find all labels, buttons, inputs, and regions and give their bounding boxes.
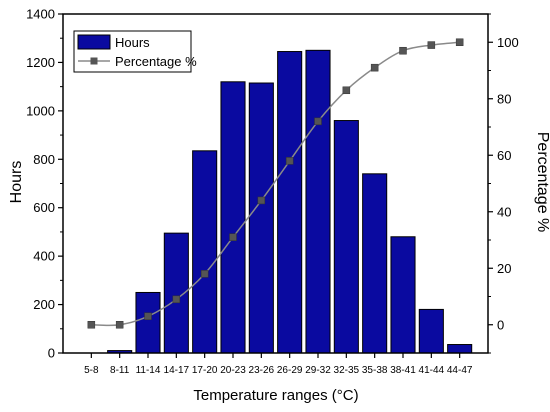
x-tick-label: 8-11 bbox=[110, 365, 130, 376]
left-y-tick-label: 1000 bbox=[26, 103, 55, 118]
percentage-marker bbox=[172, 295, 181, 304]
legend: Hours Percentage % bbox=[73, 30, 197, 73]
right-y-tick-label: 20 bbox=[497, 261, 511, 276]
legend-hours-swatch bbox=[77, 34, 111, 50]
x-tick-label: 44-47 bbox=[447, 365, 473, 376]
x-tick-label: 29-32 bbox=[305, 365, 331, 376]
hours-bar bbox=[333, 120, 359, 354]
hours-bar bbox=[390, 236, 416, 354]
hours-bar bbox=[447, 344, 473, 354]
hours-bar bbox=[248, 82, 274, 354]
hours-bar bbox=[418, 308, 444, 354]
right-y-axis-title: Percentage % bbox=[534, 132, 550, 233]
percentage-marker bbox=[115, 321, 124, 329]
percentage-marker bbox=[144, 312, 152, 321]
left-y-tick-label: 800 bbox=[33, 152, 55, 167]
percentage-marker bbox=[342, 86, 351, 95]
left-y-tick-label: 600 bbox=[33, 200, 55, 215]
percentage-marker bbox=[200, 270, 209, 278]
x-tick-label: 11-14 bbox=[136, 365, 161, 376]
percentage-marker bbox=[257, 196, 266, 205]
percentage-line-layer bbox=[87, 38, 464, 329]
right-y-tick-label: 40 bbox=[497, 204, 511, 219]
left-y-tick-label: 400 bbox=[33, 249, 55, 264]
hours-bar bbox=[135, 291, 161, 354]
hours-bar bbox=[362, 173, 388, 354]
x-tick-label: 26-29 bbox=[277, 365, 303, 376]
x-tick-label: 23-26 bbox=[249, 365, 275, 376]
percentage-marker bbox=[427, 41, 436, 49]
hours-bar bbox=[192, 150, 218, 354]
x-tick-label: 17-20 bbox=[192, 365, 218, 376]
legend-percentage-marker bbox=[90, 57, 98, 65]
legend-hours-label: Hours bbox=[115, 35, 150, 50]
left-y-tick-label: 200 bbox=[33, 297, 55, 312]
right-y-tick-label: 100 bbox=[497, 35, 519, 50]
x-tick-label: 14-17 bbox=[164, 365, 190, 376]
percentage-marker bbox=[87, 321, 96, 329]
left-y-tick-label: 0 bbox=[48, 346, 55, 361]
left-y-tick-label: 1400 bbox=[26, 7, 55, 22]
x-tick-label: 5-8 bbox=[84, 365, 99, 376]
right-y-tick-label: 60 bbox=[497, 148, 511, 163]
hours-bar bbox=[305, 49, 331, 354]
x-tick-label: 35-38 bbox=[362, 365, 388, 376]
hours-bar bbox=[277, 51, 303, 354]
percentage-marker bbox=[229, 233, 237, 241]
axes-layer: 0 200 400 600 800 1000 1200 1400 0 20 40 60 80 100 5-8… bbox=[26, 7, 519, 377]
percentage-marker bbox=[399, 46, 407, 55]
bars-layer bbox=[107, 49, 473, 354]
x-axis-title: Temperature ranges (°C) bbox=[193, 387, 358, 404]
x-tick-label: 32-35 bbox=[334, 365, 360, 376]
percentage-marker bbox=[370, 63, 379, 72]
x-tick-label: 38-41 bbox=[390, 365, 416, 376]
x-tick-label: 41-44 bbox=[419, 365, 445, 376]
percentage-marker bbox=[314, 117, 322, 126]
right-y-tick-label: 0 bbox=[497, 317, 504, 332]
right-y-tick-label: 80 bbox=[497, 91, 511, 106]
percentage-marker bbox=[285, 157, 294, 165]
legend-percentage-label: Percentage % bbox=[115, 54, 197, 69]
left-y-tick-label: 1200 bbox=[26, 55, 55, 70]
percentage-marker bbox=[455, 38, 464, 46]
x-tick-label: 20-23 bbox=[220, 365, 246, 376]
hours-bar bbox=[220, 81, 246, 354]
left-y-axis-title: Hours bbox=[8, 161, 25, 204]
